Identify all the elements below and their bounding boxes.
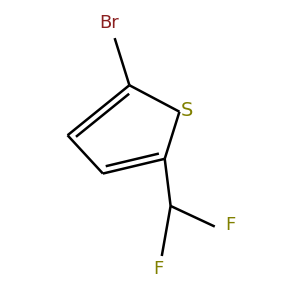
- Text: Br: Br: [99, 14, 119, 32]
- Text: F: F: [154, 260, 164, 278]
- Text: F: F: [225, 216, 235, 234]
- Text: S: S: [181, 101, 193, 120]
